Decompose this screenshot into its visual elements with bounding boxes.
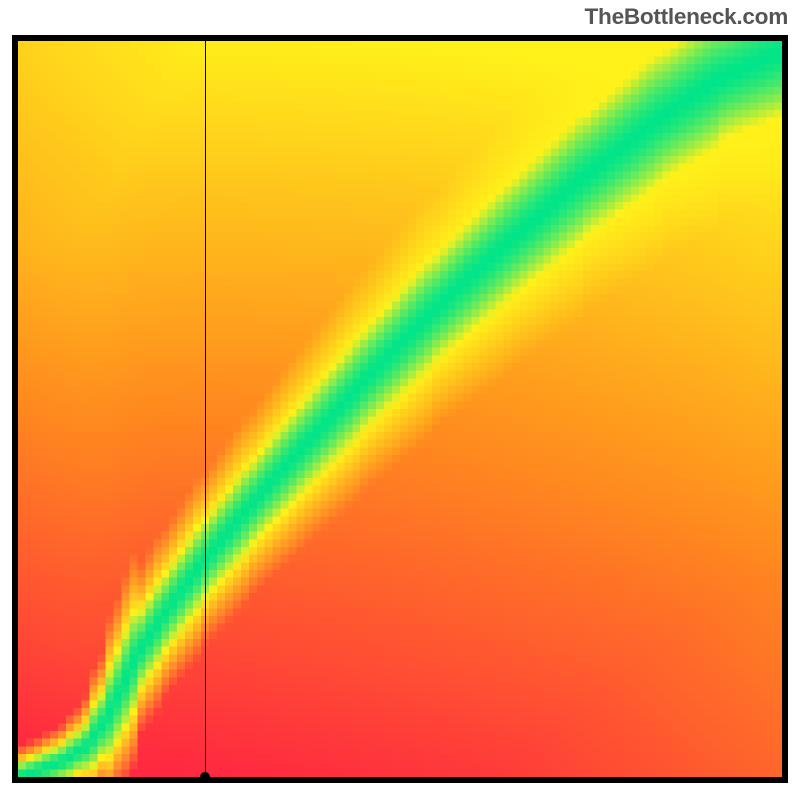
frame-border-left	[12, 35, 18, 783]
heatmap-canvas	[18, 41, 782, 777]
frame-border-right	[782, 35, 788, 783]
cursor-vertical-line	[205, 41, 206, 777]
frame-border-bottom	[12, 777, 788, 783]
plot-frame	[12, 35, 788, 783]
cursor-dot	[200, 772, 210, 782]
frame-border-top	[12, 35, 788, 41]
watermark-text: TheBottleneck.com	[585, 4, 788, 30]
chart-root: TheBottleneck.com	[0, 0, 800, 800]
